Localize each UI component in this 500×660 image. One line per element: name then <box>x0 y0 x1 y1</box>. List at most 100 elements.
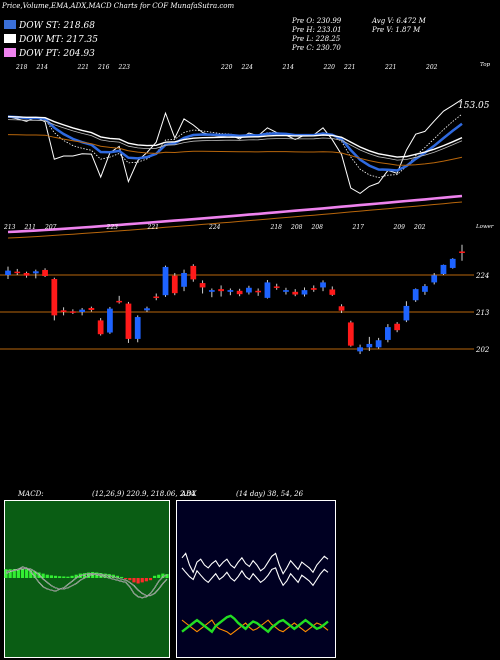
candle-body <box>69 311 76 313</box>
ema-short-dotted-line <box>7 113 463 179</box>
candle-body <box>459 251 465 253</box>
candle-body <box>134 317 141 339</box>
candle-body <box>171 275 178 294</box>
candle-body <box>440 264 447 274</box>
candle-body <box>412 289 419 301</box>
legend-label-mt: DOW MT: 217.35 <box>19 35 98 45</box>
ema-lines-layer <box>7 98 463 239</box>
bottom-strength-label: 202 <box>413 224 426 231</box>
candle-body <box>385 327 391 340</box>
bottom-strength-label: 211 <box>24 224 36 231</box>
candle-body <box>449 258 456 268</box>
top-strength-label: 223 <box>118 64 131 71</box>
candle-body <box>310 288 317 290</box>
candle-body <box>5 270 11 275</box>
candle-body <box>125 303 132 339</box>
macd-histogram-bar <box>33 571 37 578</box>
candle-body <box>153 296 160 299</box>
minus-di-line <box>181 619 329 636</box>
adx-line <box>181 552 329 575</box>
macd-histogram-bar <box>74 574 78 578</box>
candle-body <box>255 290 262 293</box>
stat-pre-close: Pre C: 230.70 <box>292 44 341 52</box>
price-annotation: 153.05 <box>458 101 490 111</box>
candle-body <box>292 291 299 295</box>
ema-long-line <box>7 134 463 166</box>
macd-histogram-bar <box>115 575 120 578</box>
candle-body <box>246 287 252 293</box>
chart-header-title: Price,Volume,EMA,ADX,MACD Charts for COF… <box>2 2 235 10</box>
top-strength-label: 218 <box>15 64 28 71</box>
macd-line-inner <box>5 566 168 599</box>
bottom-strength-label: 209 <box>393 224 406 231</box>
price-level-label: 224 <box>475 272 489 280</box>
macd-histogram-bar <box>45 574 49 578</box>
candle-body <box>51 279 58 316</box>
bottom-strength-label: 208 <box>290 224 303 231</box>
top-strength-label: 221 <box>77 64 89 71</box>
macd-histogram-bar <box>62 576 66 578</box>
macd-histogram-bar <box>132 578 136 583</box>
adx-series-layer <box>181 552 329 636</box>
price-level-label: 202 <box>475 346 490 354</box>
candle-body <box>227 290 234 292</box>
legend-dow-st: DOW ST: 218.68 <box>4 20 95 31</box>
macd-panel <box>4 500 170 658</box>
candle-body <box>107 308 113 333</box>
candle-body <box>181 272 187 287</box>
candle-body <box>60 310 67 312</box>
legend-dow-mt: DOW MT: 217.35 <box>4 34 98 45</box>
candle-body <box>431 275 438 283</box>
stat-avg-volume: Avg V: 6.472 M <box>372 17 426 25</box>
legend-swatch-mt <box>4 34 16 43</box>
macd-histogram-bar <box>157 574 161 578</box>
candle-body <box>79 309 85 312</box>
candle-body <box>208 290 215 292</box>
upper-band-label: Top <box>480 62 491 68</box>
candle-body <box>97 320 104 335</box>
macd-histogram-bar <box>20 569 25 578</box>
macd-histogram-bar <box>128 578 132 581</box>
macd-histogram-bar <box>66 576 70 578</box>
stat-pre-low: Pre L: 228.25 <box>292 35 341 43</box>
macd-values: (12,26,9) 220.9, 218.06, 2.84 <box>92 490 196 498</box>
bottom-strength-label: 213 <box>3 224 16 231</box>
candle-body <box>375 340 382 348</box>
macd-line-inner <box>5 568 168 596</box>
top-strength-label: 224 <box>241 64 254 71</box>
candle-body <box>236 290 243 295</box>
bottom-strength-label: 207 <box>44 224 57 231</box>
top-strength-label: 220 <box>220 64 233 71</box>
candle-body <box>88 307 95 310</box>
legend-label-st: DOW ST: 218.68 <box>19 21 95 31</box>
candle-body <box>338 306 345 311</box>
macd-histogram-bar <box>16 569 20 578</box>
top-strength-label: 221 <box>384 64 396 71</box>
candle-body <box>42 269 48 277</box>
top-strength-label: 221 <box>343 64 355 71</box>
candle-body <box>347 322 354 346</box>
candle-body <box>190 265 197 280</box>
top-strength-label: 220 <box>323 64 336 71</box>
candle-body <box>422 286 428 292</box>
legend-label-pt: DOW PT: 204.93 <box>19 49 95 59</box>
candles-layer <box>5 244 465 355</box>
dow-st-line <box>7 115 463 172</box>
candle-body <box>32 271 39 274</box>
macd-histogram-bar <box>8 569 12 578</box>
macd-histogram-bar <box>136 578 140 584</box>
candle-body <box>320 282 326 288</box>
candle-body <box>264 282 271 298</box>
dow-mt-line <box>7 115 463 158</box>
legend-dow-pt: DOW PT: 204.93 <box>4 48 95 59</box>
candle-body <box>329 289 336 295</box>
candle-body <box>283 290 289 292</box>
adx-values: (14 day) 38, 54, 26 <box>236 490 304 498</box>
candle-body <box>23 272 30 276</box>
macd-histogram-bar <box>165 574 169 578</box>
macd-histogram-bar <box>70 575 74 578</box>
macd-histogram-bar <box>140 578 144 583</box>
macd-histogram-bar <box>103 573 107 578</box>
labels-layer: 153.05 Top Lower 218 214 221 216 223 220 224 214 22… <box>3 62 494 231</box>
macd-histogram-bar <box>119 576 124 578</box>
